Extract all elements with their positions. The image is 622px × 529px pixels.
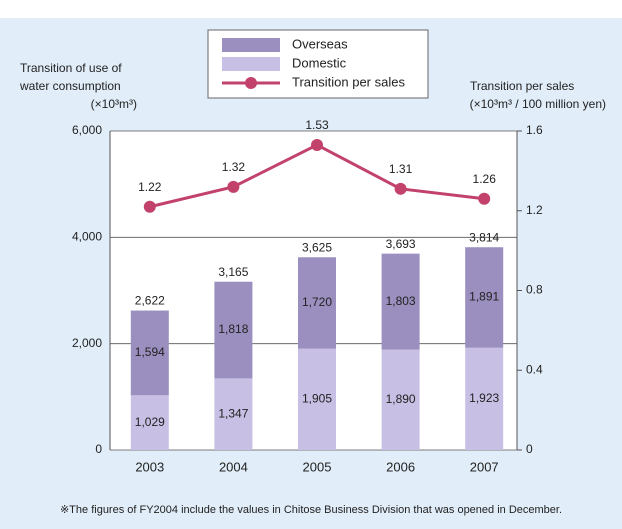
bar-value-label: 1,347	[218, 406, 248, 420]
legend-label: Transition per sales	[292, 74, 405, 89]
total-label: 3,814	[469, 230, 499, 244]
bar-segment	[298, 348, 336, 450]
y-axis-label: water consumption	[19, 79, 121, 93]
bar-segment	[381, 349, 420, 450]
y-axis-label: (×10³m³)	[91, 97, 137, 111]
legend-label: Overseas	[292, 36, 348, 51]
bar-segment	[214, 378, 253, 450]
y2-tick-label: 1.6	[526, 123, 543, 137]
y-axis-label: Transition of use of	[20, 61, 122, 75]
bar-value-label: 1,923	[469, 391, 499, 405]
bar-segment	[298, 257, 336, 349]
y-tick-label: 6,000	[72, 123, 102, 137]
y2-tick-label: 0.4	[526, 362, 543, 376]
total-label: 3,625	[302, 240, 332, 254]
line-marker	[478, 192, 491, 205]
footnote: ※The figures of FY2004 include the value…	[60, 504, 562, 516]
bar-value-label: 1,890	[386, 392, 416, 406]
line-marker	[394, 182, 407, 195]
line-marker	[311, 138, 323, 151]
legend-label: Domestic	[292, 55, 347, 70]
bar-segment	[381, 253, 420, 350]
bar-value-label: 1,594	[135, 345, 165, 359]
y2-tick-label: 1.2	[526, 203, 543, 217]
line-value-label: 1.31	[389, 162, 413, 176]
bar-segment	[465, 347, 504, 450]
x-tick-label: 2004	[219, 459, 248, 474]
bar-value-label: 1,891	[469, 290, 499, 304]
line-marker	[227, 180, 240, 193]
legend-swatch	[222, 38, 280, 52]
y2-axis-label: Transition per sales	[470, 79, 574, 93]
y-tick-label: 4,000	[72, 230, 102, 244]
bar-value-label: 1,803	[386, 294, 416, 308]
x-tick-label: 2006	[386, 459, 415, 474]
line-value-label: 1.32	[222, 160, 246, 174]
legend-marker	[245, 77, 257, 89]
bar-value-label: 1,720	[302, 295, 332, 309]
total-label: 3,693	[386, 237, 416, 251]
bar-segment	[130, 395, 169, 450]
y2-axis-label: (×10³m³ / 100 million yen)	[470, 97, 606, 111]
bar-value-label: 1,029	[135, 415, 165, 429]
total-label: 2,622	[135, 294, 165, 308]
y2-tick-label: 0.8	[526, 283, 543, 297]
bar-segment	[214, 281, 253, 379]
bar-value-label: 1,905	[302, 392, 332, 406]
x-tick-label: 2005	[303, 459, 332, 474]
line-value-label: 1.26	[473, 172, 497, 186]
bar-segment	[465, 247, 504, 348]
y-tick-label: 0	[95, 442, 102, 456]
total-label: 3,165	[218, 265, 248, 279]
y2-tick-label: 0	[526, 442, 533, 456]
x-tick-label: 2003	[135, 459, 164, 474]
line-value-label: 1.22	[138, 180, 162, 194]
x-tick-label: 2007	[470, 459, 499, 474]
line-value-label: 1.53	[305, 118, 329, 132]
legend-swatch	[222, 57, 280, 71]
bar-value-label: 1,818	[218, 322, 248, 336]
bar-segment	[130, 310, 169, 396]
line-marker	[143, 200, 156, 213]
y-tick-label: 2,000	[72, 336, 102, 350]
